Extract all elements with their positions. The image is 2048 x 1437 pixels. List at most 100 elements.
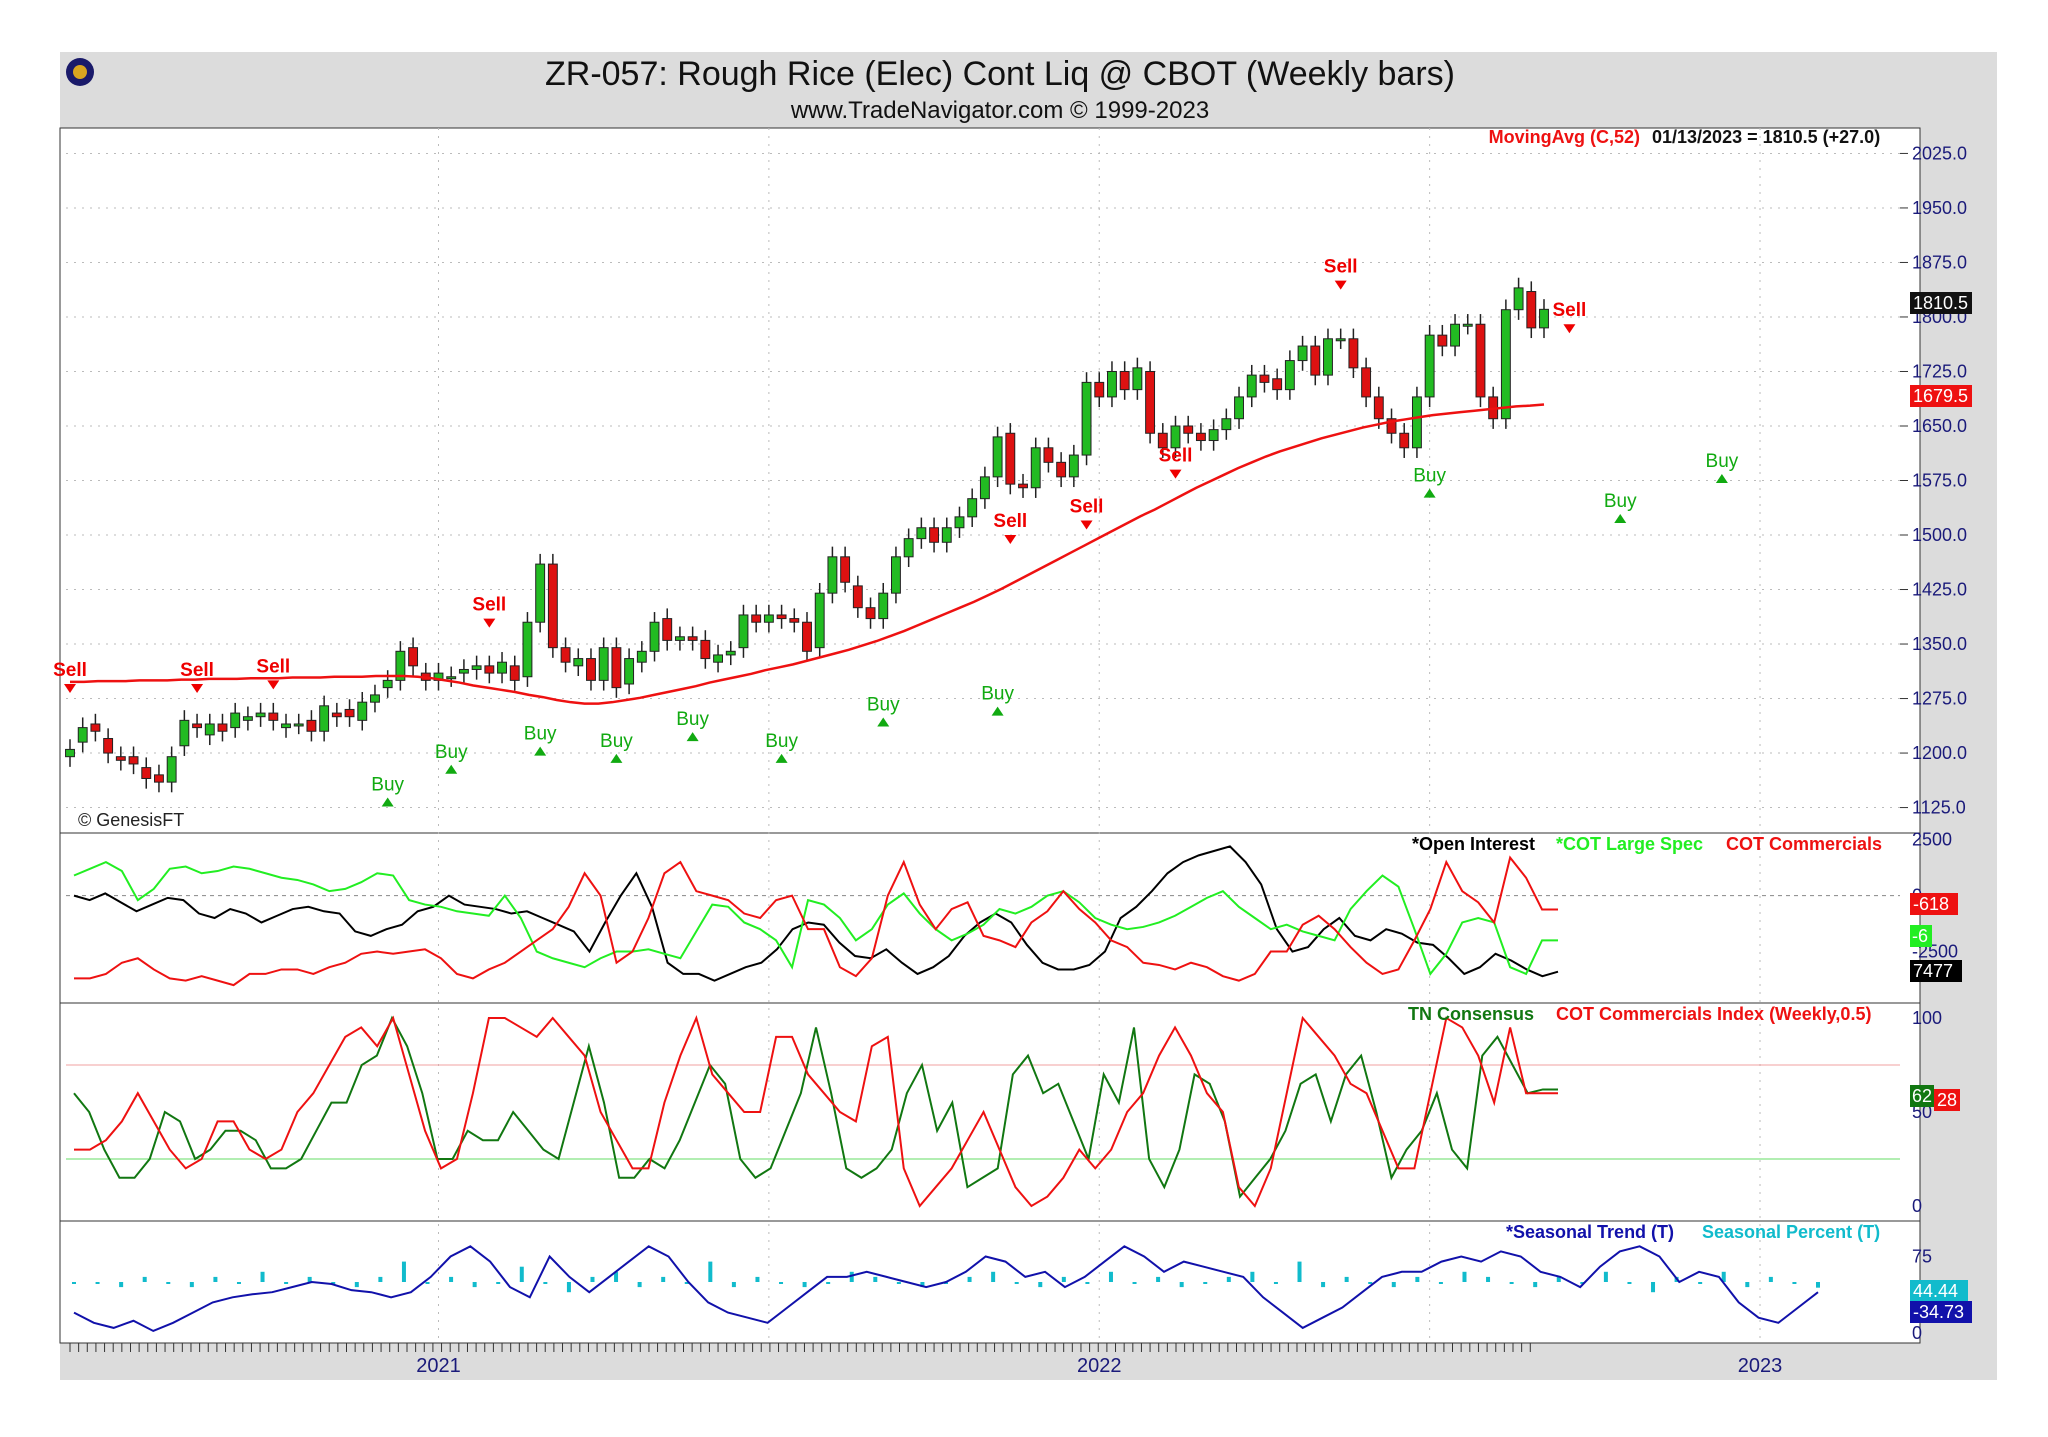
seasonal-percent-bar xyxy=(449,1276,454,1282)
candle-up xyxy=(1297,345,1308,362)
ma-legend-value: 01/13/2023 = 1810.5 (+27.0) xyxy=(1652,127,1880,147)
candle-up xyxy=(1107,370,1117,398)
seasonal-percent-bar xyxy=(1108,1271,1113,1282)
seasonal-percent-bar xyxy=(614,1271,619,1282)
candle-down xyxy=(802,621,812,652)
candle-up xyxy=(319,705,330,732)
candle-down xyxy=(128,756,139,765)
sell-label: Sell xyxy=(1070,496,1104,517)
buy-arrow xyxy=(534,746,547,756)
candle-up xyxy=(992,436,1003,478)
seasonal-percent-bar xyxy=(1580,1282,1585,1284)
axes: 2025.01950.01875.01800.01725.01650.01575… xyxy=(69,143,1967,1377)
oi-value: 7477 xyxy=(1913,961,1953,981)
seasonal-percent-bar xyxy=(1132,1282,1137,1284)
candle-down xyxy=(306,719,317,732)
commercials-legend: COT Commercials xyxy=(1726,834,1882,854)
candle-down xyxy=(1183,425,1194,434)
candle-down xyxy=(560,647,571,663)
buy-arrow xyxy=(1423,488,1436,498)
year-tick-label: 2021 xyxy=(416,1355,461,1377)
candle-up xyxy=(649,621,660,652)
candle-up xyxy=(1068,454,1079,478)
candle-down xyxy=(1259,374,1270,383)
candle-down xyxy=(700,639,711,660)
seasonal-percent-bar xyxy=(1250,1271,1255,1282)
candle-up xyxy=(979,476,990,500)
ma-last-value: 1679.5 xyxy=(1913,386,1968,406)
seasonal-percent-bar xyxy=(119,1282,124,1288)
seasonal-percent-bar xyxy=(779,1282,784,1284)
seasonal-trend-value: -34.73 xyxy=(1913,1302,1964,1322)
candle-down xyxy=(1526,291,1537,329)
seasonal-percent-bar xyxy=(755,1276,760,1282)
candle-down xyxy=(268,712,279,721)
seasonal-percent-bar xyxy=(1486,1276,1491,1282)
candle-down xyxy=(865,607,876,620)
candle-up xyxy=(382,679,393,689)
buy-arrow xyxy=(381,797,394,807)
sell-arrow xyxy=(1080,520,1093,530)
candle-down xyxy=(1373,396,1384,420)
seasonal-percent-bar xyxy=(1203,1282,1208,1284)
candle-up xyxy=(941,527,952,543)
candle-down xyxy=(929,527,940,543)
seasonal-percent-bar xyxy=(731,1282,736,1288)
logo-icon xyxy=(66,58,94,86)
price-tick-label: 1125.0 xyxy=(1912,798,1966,818)
consensus-legend: TN Consensus xyxy=(1408,1004,1534,1024)
buy-sell-signals: Sell Sell Sell Sell Sell Sell Sell Sell Sell Buy B… xyxy=(53,257,1739,807)
seasonal-percent-bar xyxy=(95,1282,100,1284)
candle-down xyxy=(840,556,851,583)
candle-up xyxy=(1170,425,1181,449)
last-price-badge xyxy=(1910,292,1972,314)
candle-down xyxy=(1157,432,1168,449)
candle-up xyxy=(77,727,88,743)
seasonal-percent-bar xyxy=(1816,1282,1820,1288)
seasonal-percent-bar xyxy=(1297,1261,1302,1282)
candle-up xyxy=(624,658,635,685)
candle-down xyxy=(344,708,355,718)
consensus-badge xyxy=(1910,1085,1934,1107)
seasonal-percent-bar xyxy=(920,1282,925,1288)
ma-last-badge xyxy=(1910,385,1972,407)
seasonal-trend-legend: *Seasonal Trend (T) xyxy=(1506,1222,1674,1242)
oi-badge xyxy=(1910,960,1962,982)
seasonal-percent-bar xyxy=(378,1276,383,1282)
seasonal-percent-bar xyxy=(873,1276,878,1282)
price-tick-label: 1500.0 xyxy=(1912,525,1967,545)
consensus-tick-label: 100 xyxy=(1912,1008,1942,1028)
candle-up xyxy=(636,650,647,663)
indicator-lines xyxy=(72,845,1820,1333)
buy-label: Buy xyxy=(1706,451,1739,472)
candle-up xyxy=(535,563,546,623)
candle-up xyxy=(446,676,457,680)
seasonal-percent-bar xyxy=(802,1282,807,1288)
oi-legend: *Open Interest xyxy=(1412,834,1535,854)
candle-up xyxy=(1221,418,1232,431)
buy-arrow xyxy=(1614,514,1627,524)
candle-down xyxy=(408,647,419,667)
price-tick-label: 1425.0 xyxy=(1912,580,1967,600)
seasonal-percent-bar xyxy=(142,1276,147,1282)
large-spec-badge xyxy=(1910,925,1932,947)
buy-arrow xyxy=(686,732,699,742)
candle-down xyxy=(1043,447,1054,463)
commercials-badge xyxy=(1910,893,1958,915)
seasonal-percent-bar xyxy=(284,1282,289,1284)
seasonal-percent-bar xyxy=(1273,1282,1278,1284)
sell-arrow xyxy=(64,684,76,694)
cci-legend: COT Commercials Index (Weekly,0.5) xyxy=(1556,1004,1871,1024)
candle-down xyxy=(1399,432,1410,449)
candle-down xyxy=(1475,323,1486,398)
candle-down xyxy=(1361,367,1372,398)
candle-up xyxy=(916,527,927,540)
year-tick-label: 2022 xyxy=(1077,1355,1122,1377)
buy-label: Buy xyxy=(676,709,709,730)
seasonal-percent-bar xyxy=(189,1282,194,1288)
candle-up xyxy=(1323,338,1333,376)
candle-down xyxy=(1348,338,1359,369)
candle-down xyxy=(217,723,228,732)
candle-up xyxy=(230,712,241,729)
